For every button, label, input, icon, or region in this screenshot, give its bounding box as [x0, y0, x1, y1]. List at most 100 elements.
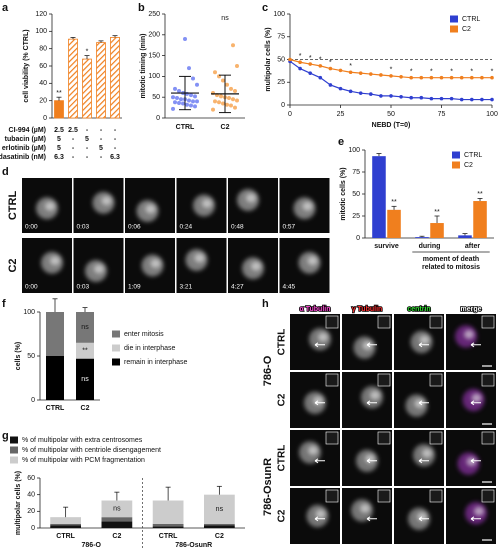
significance: * [329, 59, 332, 66]
bar [82, 58, 92, 119]
series-marker [348, 89, 353, 94]
group-label: 786-OsunR [262, 458, 274, 516]
series-marker [379, 73, 383, 77]
bar-segment [76, 312, 94, 343]
y-tick-label: 40 [39, 80, 47, 87]
x-tick-label: C2 [215, 533, 224, 540]
bar-segment [76, 358, 94, 400]
y-tick-label: 100 [23, 309, 35, 316]
x-axis-label: moment of death [423, 256, 479, 263]
data-point [229, 103, 233, 108]
table-cell: - [114, 145, 117, 152]
data-point [189, 93, 193, 98]
legend-label: C2 [464, 162, 473, 169]
series-marker [419, 95, 424, 100]
data-point [191, 99, 195, 104]
data-point [187, 66, 191, 71]
series-marker [358, 91, 363, 95]
series-marker [348, 70, 353, 75]
bar [430, 223, 444, 238]
data-point [225, 102, 229, 107]
cell-signal [422, 448, 432, 458]
cell-signal [464, 329, 474, 339]
timestamp: 0:06 [128, 224, 141, 231]
significance: * [450, 69, 453, 76]
cell-signal [419, 335, 430, 345]
bar [415, 237, 429, 238]
legend-swatch [112, 330, 120, 338]
data-point [189, 103, 193, 108]
data-point [177, 101, 181, 106]
table-row-label: tubacin (µM) [5, 136, 46, 143]
bar [387, 209, 401, 238]
data-point [195, 99, 199, 104]
significance: ** [434, 209, 440, 216]
inset [325, 373, 339, 387]
y-tick-label: 20 [27, 508, 35, 515]
arrow [418, 400, 429, 406]
legend-swatch [450, 25, 458, 33]
data-point [175, 96, 179, 101]
series-marker [429, 96, 434, 101]
series-marker [308, 71, 313, 75]
y-tick-label: 100 [148, 73, 160, 80]
series-marker [298, 60, 302, 65]
inset [481, 373, 495, 387]
inset [429, 489, 443, 503]
arrow [366, 458, 377, 464]
arrow [366, 342, 377, 348]
significance: * [319, 57, 322, 64]
y-tick-label: 50 [277, 56, 285, 63]
y-tick-label: 20 [39, 98, 47, 105]
arrow [314, 458, 325, 464]
cell-signal [246, 193, 256, 203]
significance: ns [113, 506, 121, 513]
table-cell: 2.5 [68, 127, 78, 134]
significance: ns [81, 376, 89, 383]
table-cell: - [72, 136, 75, 143]
significance: ** [391, 199, 397, 206]
legend-swatch [112, 344, 120, 352]
series-marker [459, 97, 464, 102]
group-label: 786-O [262, 355, 274, 386]
significance: * [491, 69, 494, 76]
series-marker [459, 75, 464, 80]
inset [429, 373, 443, 387]
series-marker [308, 62, 313, 66]
arrow [314, 342, 325, 348]
y-tick-label: 50 [352, 191, 360, 198]
cell-signal [360, 503, 370, 513]
x-tick-label: 0 [288, 111, 292, 118]
series-marker [490, 75, 494, 80]
cell-signal [150, 259, 161, 268]
panel-letter: e [338, 136, 344, 148]
y-tick-label: 40 [27, 492, 35, 499]
data-point [217, 100, 221, 105]
data-point [213, 99, 217, 104]
row-label: CTRL [7, 191, 19, 221]
series-marker [449, 75, 454, 80]
legend-label: CTRL [464, 152, 482, 159]
data-point [235, 98, 239, 103]
series-marker [328, 83, 333, 87]
y-axis-label: mitotic timing (min) [140, 34, 147, 99]
timestamp: 0:48 [231, 224, 244, 231]
series-marker [369, 92, 373, 96]
inset [325, 489, 339, 503]
data-point [191, 76, 195, 81]
series-marker [409, 95, 414, 100]
inset [325, 431, 339, 445]
series-marker [429, 75, 434, 80]
bar [110, 37, 120, 119]
inset [481, 431, 495, 445]
series-marker [439, 96, 444, 101]
legend-swatch [10, 446, 18, 454]
series-marker [369, 72, 373, 76]
arrow [314, 516, 325, 522]
cell-signal [308, 445, 318, 455]
inset [377, 315, 391, 329]
table-cell: 6.3 [54, 154, 64, 161]
y-tick-label: 0 [356, 235, 360, 242]
y-tick-label: 100 [273, 11, 285, 18]
legend-label: C2 [462, 26, 471, 33]
